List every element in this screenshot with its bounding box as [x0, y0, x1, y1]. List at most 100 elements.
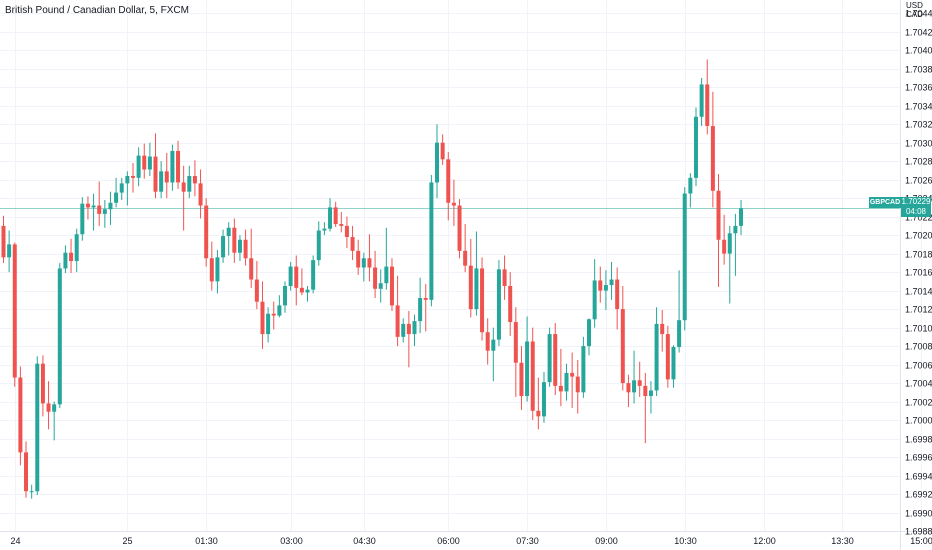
last-price-tag: 1.70229 04:08: [901, 197, 931, 217]
candle-body: [480, 268, 485, 333]
price-tick-label: 1.70140: [905, 287, 932, 297]
price-tick-label: 1.70260: [905, 176, 932, 186]
candle-body: [254, 279, 259, 302]
candle-body: [316, 230, 321, 261]
unit-line-1: USD: [906, 1, 923, 10]
candle-body: [733, 225, 738, 234]
candle-body: [97, 205, 102, 214]
candle-body: [181, 182, 186, 192]
price-tick-label: 1.70020: [905, 398, 932, 408]
price-tick-label: 1.70040: [905, 379, 932, 389]
candle-body: [361, 258, 366, 268]
candle-body: [311, 260, 316, 290]
price-tick-label: 1.70420: [905, 28, 932, 38]
candle-body: [677, 320, 682, 348]
price-axis[interactable]: 1.70440 1.70420 1.70400 1.70380 1.70360 1.703…: [905, 9, 932, 537]
candle-body: [716, 190, 721, 240]
candle-body: [232, 227, 237, 253]
candle-body: [508, 285, 513, 323]
time-tick-label: 25: [122, 536, 132, 546]
candle-body: [125, 175, 130, 184]
candle-body: [384, 266, 389, 284]
candle-body: [271, 313, 276, 316]
candle-body: [468, 265, 473, 310]
candle-body: [153, 156, 158, 192]
candle-body: [727, 233, 732, 254]
candle-body: [350, 236, 355, 251]
candle-body: [237, 239, 242, 253]
candle-body: [305, 289, 310, 293]
candle-body: [485, 332, 490, 351]
candle-body: [176, 151, 181, 183]
candle-body: [440, 142, 445, 160]
candle-body: [12, 244, 17, 378]
time-tick-label: 24: [10, 536, 20, 546]
candle-body: [406, 323, 411, 335]
candle-body: [418, 298, 423, 322]
time-tick-label: 06:00: [437, 536, 460, 546]
candle-body: [491, 339, 496, 351]
candle-body: [209, 258, 214, 282]
candle-body: [283, 285, 287, 306]
candle-body: [142, 155, 147, 170]
price-tick-label: 1.70320: [905, 120, 932, 130]
price-tick-label: 1.70220: [905, 213, 932, 223]
candle-body: [373, 267, 378, 289]
candle-body: [463, 250, 468, 266]
candle-body: [80, 203, 85, 235]
candle-body: [328, 207, 333, 229]
candle-body: [40, 363, 45, 404]
price-tick-label: 1.69880: [905, 527, 932, 537]
candle-body: [654, 323, 659, 391]
candle-body: [435, 142, 440, 183]
candle-body: [446, 159, 451, 203]
candle-body: [682, 193, 687, 321]
candle-body: [136, 155, 141, 178]
time-tick-label: 09:00: [595, 536, 618, 546]
candle-body: [671, 347, 676, 380]
price-tick-label: 1.70060: [905, 361, 932, 371]
time-tick-label: 10:30: [674, 536, 697, 546]
price-tick-label: 1.70120: [905, 305, 932, 315]
candle-body: [587, 319, 592, 347]
candle-body: [705, 84, 710, 127]
candle-body: [699, 84, 704, 117]
candle-body: [502, 269, 507, 286]
candle-body: [429, 182, 434, 300]
candle-body: [496, 269, 501, 340]
candle-body: [389, 266, 394, 306]
candle-body: [114, 192, 119, 203]
candle-body: [57, 268, 62, 405]
candle-body: [643, 385, 648, 397]
unit-line-2: CAD: [906, 10, 923, 19]
candle-body: [288, 266, 293, 286]
candle-body: [688, 177, 693, 194]
candle-body: [570, 372, 575, 377]
price-tick-label: 1.69960: [905, 453, 932, 463]
time-tick-label: 04:30: [353, 536, 376, 546]
price-tick-label: 1.70380: [905, 65, 932, 75]
candle-body: [525, 341, 530, 397]
candle-body: [294, 266, 299, 288]
candle-body: [564, 372, 569, 392]
time-tick-label: 01:30: [195, 536, 218, 546]
price-tick-label: 1.70400: [905, 46, 932, 56]
candle-body: [637, 380, 642, 386]
candle-body: [260, 301, 265, 335]
candle-body: [221, 236, 226, 258]
time-axis[interactable]: 24 25 01:30 03:00 04:30 06:00 07:30 09:00 10:30 1…: [10, 536, 932, 546]
candle-body: [29, 491, 34, 493]
candle-body: [581, 346, 586, 393]
price-tick-label: 1.70300: [905, 139, 932, 149]
candle-body: [609, 279, 614, 286]
candle-body: [356, 250, 361, 268]
candle-body: [632, 380, 637, 393]
candle-body: [1, 225, 6, 258]
candle-body: [277, 305, 282, 316]
chart-grid: [0, 0, 922, 532]
candle-body: [52, 404, 57, 412]
candle-body: [547, 334, 552, 383]
price-tick-label: 1.70100: [905, 324, 932, 334]
price-axis-unit: USD CAD: [906, 1, 923, 19]
